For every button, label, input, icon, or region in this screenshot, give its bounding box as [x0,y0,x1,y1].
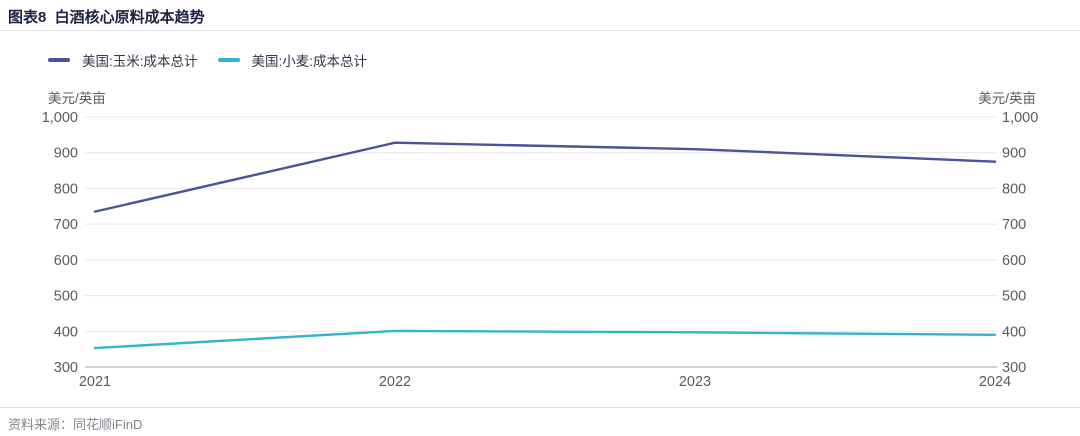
x-tick-label: 2023 [679,374,711,390]
x-tick-label: 2021 [79,374,111,390]
legend-item-wheat: 美国:小麦:成本总计 [217,50,368,70]
chart-title: 图表8 白酒核心原料成本趋势 [8,9,205,26]
legend-swatch-corn [48,58,70,62]
y-tick-left: 300 [54,360,78,376]
x-tick-label: 2024 [979,374,1011,390]
y-tick-left: 500 [54,289,78,305]
y-tick-right: 300 [1002,360,1026,376]
y-tick-left: 600 [54,253,78,269]
y-tick-left: 900 [54,146,78,162]
legend-item-corn: 美国:玉米:成本总计 [48,50,198,70]
y-tick-right: 700 [1002,217,1026,233]
divider-top [0,30,1080,31]
legend: 美国:玉米:成本总计 美国:小麦:成本总计 [48,50,367,70]
legend-label: 美国:玉米:成本总计 [82,54,198,69]
y-tick-right: 500 [1002,289,1026,305]
y-tick-left: 1,000 [42,110,78,126]
y-tick-right: 600 [1002,253,1026,269]
y-tick-right: 900 [1002,146,1026,162]
series-line-corn [93,141,997,213]
y-axis-unit-left: 美元/英亩 [48,91,106,106]
x-tick-label: 2022 [379,374,411,390]
y-tick-right: 400 [1002,324,1026,340]
source-note: 资料来源：同花顺iFinD [8,417,143,432]
divider-bottom [0,407,1080,408]
y-tick-right: 1,000 [1002,110,1038,126]
y-tick-left: 400 [54,324,78,340]
y-tick-left: 800 [54,181,78,197]
legend-label: 美国:小麦:成本总计 [251,54,368,69]
legend-swatch-wheat [217,58,240,62]
y-axis-unit-right: 美元/英亩 [978,91,1036,106]
series-line-wheat [93,329,997,350]
y-tick-left: 700 [54,217,78,233]
y-tick-right: 800 [1002,181,1026,197]
